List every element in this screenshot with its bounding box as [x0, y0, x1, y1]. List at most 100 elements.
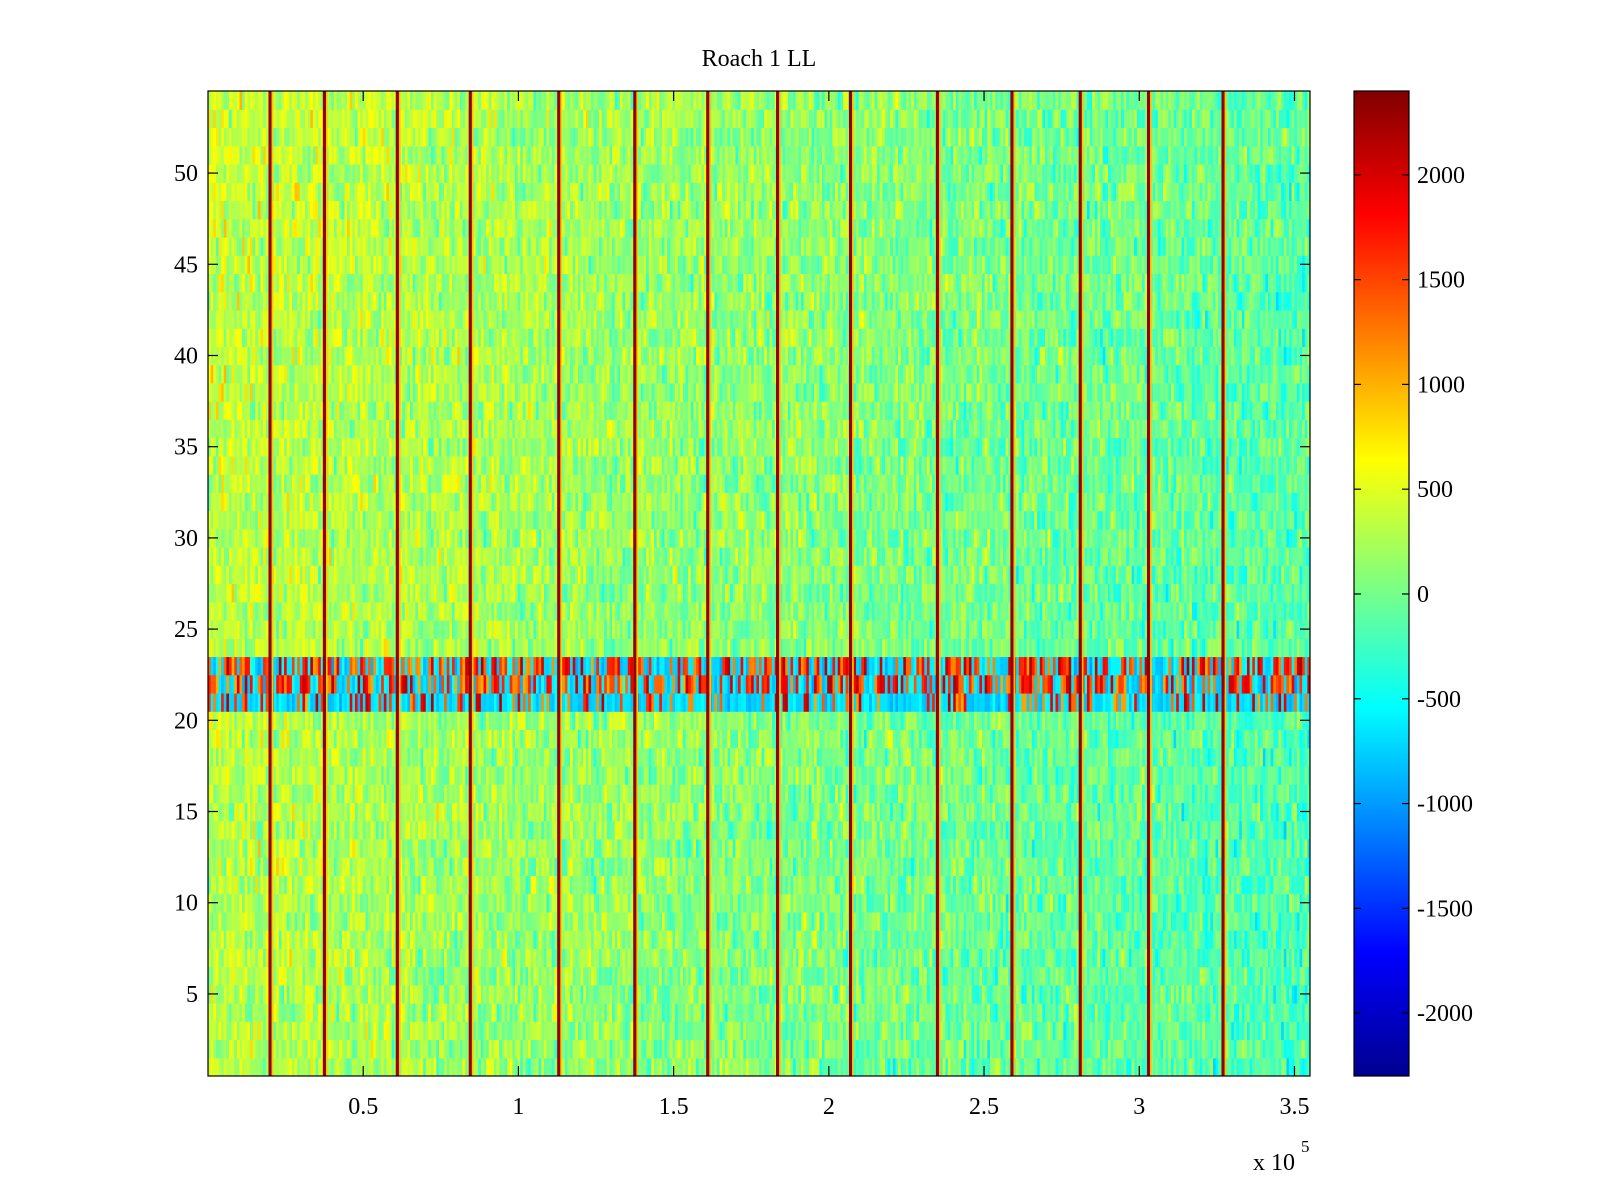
heatmap-cell	[675, 1057, 679, 1076]
heatmap-cell	[512, 930, 516, 949]
heatmap-cell	[987, 1021, 991, 1041]
heatmap-cell	[863, 1057, 868, 1076]
heatmap-cell	[1226, 948, 1230, 968]
heatmap-cell	[1068, 1057, 1072, 1076]
heatmap-cell	[677, 875, 681, 895]
heatmap-cell	[1029, 1021, 1033, 1041]
heatmap-cell	[1000, 893, 1004, 913]
heatmap-cell	[1121, 984, 1125, 1004]
heatmap-cell	[1031, 930, 1036, 949]
heatmap-cell	[921, 875, 925, 895]
heatmap-cell	[428, 875, 432, 895]
heatmap-cell	[1073, 966, 1078, 986]
heatmap-cell	[575, 911, 579, 931]
heatmap-cell	[827, 1039, 831, 1059]
heatmap-cell	[601, 930, 605, 949]
heatmap-cell	[667, 1021, 671, 1041]
heatmap-cell	[389, 911, 393, 931]
heatmap-cell	[228, 948, 233, 968]
heatmap-cell	[1168, 911, 1172, 931]
heatmap-cell	[1254, 911, 1259, 931]
heatmap-cell	[971, 911, 975, 931]
heatmap-cell	[1191, 930, 1196, 949]
heatmap-cell	[617, 1057, 621, 1076]
heatmap-cell	[1031, 875, 1036, 895]
heatmap-cell	[1265, 948, 1269, 968]
heatmap-cell	[462, 1003, 466, 1022]
heatmap-cell	[291, 948, 296, 968]
heatmap-cell	[596, 875, 600, 895]
heatmap-cell	[1210, 966, 1214, 986]
heatmap-cell	[223, 893, 227, 913]
heatmap-cell	[961, 1021, 965, 1041]
heatmap-cell	[926, 966, 931, 986]
heatmap-cell	[887, 984, 891, 1004]
heatmap-cell	[1244, 1003, 1248, 1022]
heatmap-cell	[690, 1039, 694, 1059]
heatmap-cell	[1076, 893, 1080, 913]
heatmap-cell	[806, 1021, 810, 1041]
heatmap-cell	[916, 1057, 920, 1076]
heatmap-cell	[425, 875, 429, 895]
heatmap-cell	[501, 984, 506, 1004]
heatmap-cell	[604, 1021, 608, 1041]
heatmap-cell	[1249, 911, 1253, 931]
heatmap-cell	[966, 966, 970, 986]
heatmap-cell	[905, 1057, 910, 1076]
heatmap-cell	[1029, 893, 1033, 913]
heatmap-cell	[1121, 966, 1125, 986]
heatmap-cell	[625, 1039, 629, 1059]
heatmap-cell	[483, 948, 487, 968]
heatmap-cell	[659, 893, 663, 913]
heatmap-cell	[347, 875, 351, 895]
heatmap-cell	[302, 1039, 306, 1059]
heatmap-cell	[236, 1039, 241, 1059]
heatmap-cell	[732, 966, 736, 986]
heatmap-cell	[853, 1057, 857, 1076]
heatmap-cell	[1218, 948, 1222, 968]
heatmap-cell	[530, 1021, 534, 1041]
heatmap-cell	[362, 1003, 367, 1022]
heatmap-cell	[711, 930, 715, 949]
heatmap-cell	[913, 966, 918, 986]
heatmap-cell	[1199, 948, 1204, 968]
heatmap-cell	[743, 948, 747, 968]
heatmap-cell	[682, 966, 687, 986]
heatmap-cell	[961, 984, 965, 1004]
heatmap-cell	[315, 1039, 319, 1059]
heatmap-cell	[244, 966, 248, 986]
heatmap-cell	[1210, 1003, 1214, 1022]
heatmap-cell	[1291, 1057, 1295, 1076]
heatmap-cell	[751, 911, 755, 931]
heatmap-cell	[968, 966, 973, 986]
heatmap-cell	[1176, 966, 1180, 986]
heatmap-cell	[711, 966, 715, 986]
heatmap-cell	[517, 875, 521, 895]
heatmap-cell	[748, 911, 752, 931]
heatmap-cell	[352, 1039, 356, 1059]
heatmap-cell	[979, 930, 983, 949]
heatmap-cell	[926, 1057, 931, 1076]
heatmap-cell	[328, 984, 332, 1004]
heatmap-cell	[1021, 930, 1025, 949]
heatmap-cell	[863, 1021, 868, 1041]
heatmap-cell	[845, 1021, 849, 1041]
heatmap-cell	[1157, 911, 1162, 931]
heatmap-cell	[992, 875, 996, 895]
heatmap-cell	[583, 1021, 587, 1041]
heatmap-cell	[790, 875, 794, 895]
heatmap-cell	[1073, 1021, 1078, 1041]
heatmap-cell	[1165, 984, 1169, 1004]
heatmap-cell	[630, 893, 634, 913]
heatmap-cell	[1086, 875, 1091, 895]
heatmap-cell	[1152, 966, 1156, 986]
heatmap-cell	[412, 1003, 416, 1022]
heatmap-cell	[446, 911, 450, 931]
heatmap-cell	[370, 984, 374, 1004]
heatmap-cell	[919, 1021, 923, 1041]
heatmap-cell	[984, 984, 988, 1004]
heatmap-cell	[252, 948, 256, 968]
heatmap-cell	[1155, 1057, 1159, 1076]
heatmap-cell	[465, 1003, 469, 1022]
heatmap-cell	[898, 930, 902, 949]
